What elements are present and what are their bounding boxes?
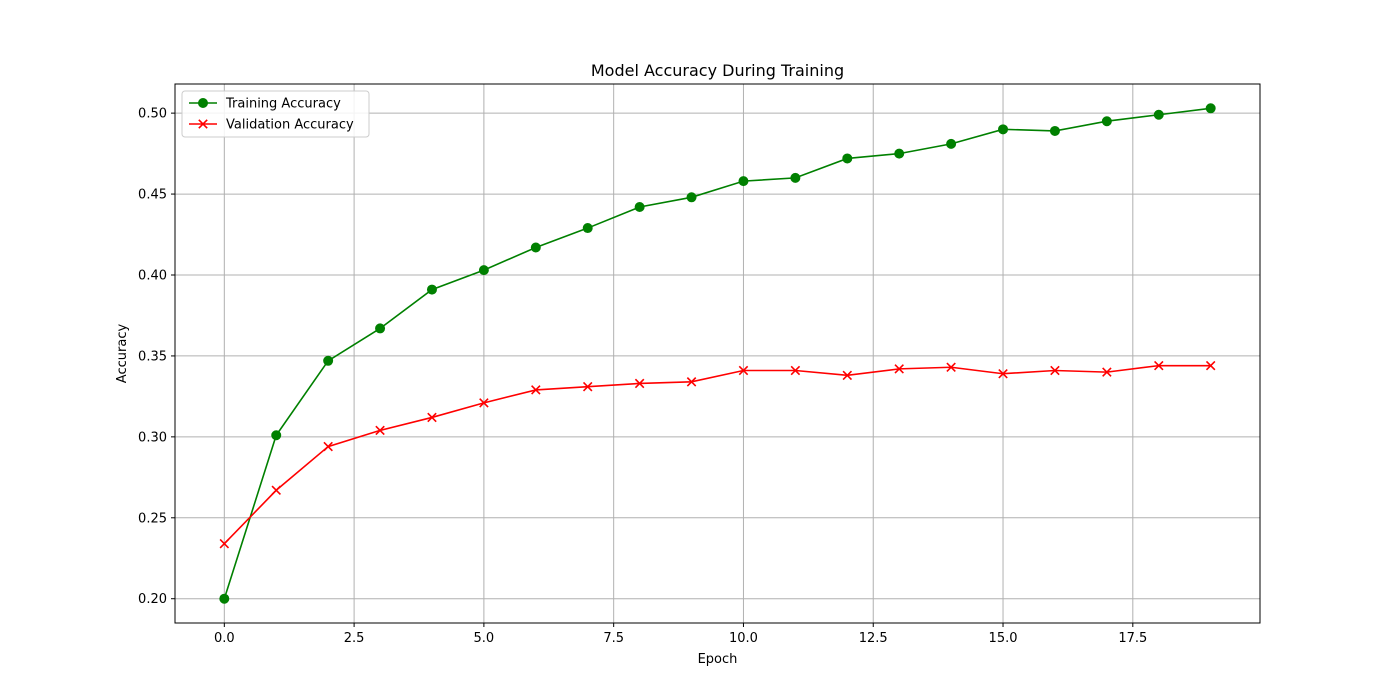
grid [175,84,1260,623]
data-point [998,368,1008,379]
data-point [427,412,437,423]
data-point [946,138,957,149]
series-line [223,107,1211,599]
plot-frame [174,83,1261,624]
data-point [426,284,437,295]
x-tick-label: 0.0 [214,631,235,646]
data-point [582,381,593,392]
data-point [1205,360,1216,371]
series-group [219,103,1216,604]
ticks: 0.0 2.5 5.0 7.5 10.0 12.5 15.0 17.5 0.20 0.25 0.30… [138,107,1147,646]
data-point [1050,365,1060,376]
y-tick-label: 0.45 [138,188,167,203]
data-point [842,370,853,381]
data-point [531,385,541,395]
data-point [271,485,281,496]
data-point [686,192,697,203]
legend-box [181,90,370,138]
data-point [686,377,697,387]
x-tick-label: 2.5 [344,631,365,646]
data-point [738,365,749,376]
x-axis-label: Epoch [698,652,738,667]
legend-label: Training Accuracy [225,97,341,112]
series-line [223,364,1211,545]
data-point [219,538,230,549]
x-tick-label: 17.5 [1118,631,1147,646]
data-point [738,176,749,187]
data-point [1049,125,1060,136]
data-point [323,441,333,452]
x-tick-label: 5.0 [474,631,495,646]
x-tick-label: 10.0 [729,631,758,646]
data-point [1154,360,1164,371]
legend-item: Training Accuracy [189,97,341,112]
y-tick-label: 0.20 [138,592,167,607]
y-tick-label: 0.40 [138,268,167,283]
data-point [946,362,956,373]
x-tick-label: 12.5 [859,631,888,646]
legend: Training Accuracy Validation Accuracy [181,90,370,138]
data-point [790,172,801,183]
y-tick-label: 0.35 [138,349,167,364]
y-tick-label: 0.25 [138,511,167,526]
legend-item: Validation Accuracy [189,118,354,133]
data-point [375,425,385,436]
data-point [634,202,645,213]
y-axis-label: Accuracy [115,324,130,384]
data-point [1102,367,1112,377]
series-training-accuracy [219,103,1216,604]
data-point [479,398,489,408]
legend-marker [198,119,208,129]
data-point [998,124,1009,135]
y-tick-label: 0.30 [138,430,167,445]
legend-label: Validation Accuracy [226,118,354,133]
data-point [582,223,593,234]
data-point [894,364,904,374]
data-point [842,153,853,164]
data-point [1101,116,1112,127]
chart-title: Model Accuracy During Training [591,61,844,80]
data-point [634,378,645,389]
series-validation-accuracy [219,360,1216,549]
data-point [271,430,282,441]
data-point [375,323,386,334]
x-tick-label: 15.0 [989,631,1018,646]
data-point [894,148,905,159]
x-tick-label: 7.5 [603,631,624,646]
data-point [478,265,489,276]
data-point [1205,103,1216,114]
data-point [323,355,334,366]
data-point [219,593,230,604]
y-tick-label: 0.50 [138,107,167,122]
data-point [1153,109,1164,120]
data-point [790,365,801,376]
data-point [530,242,541,253]
legend-marker [198,98,208,108]
